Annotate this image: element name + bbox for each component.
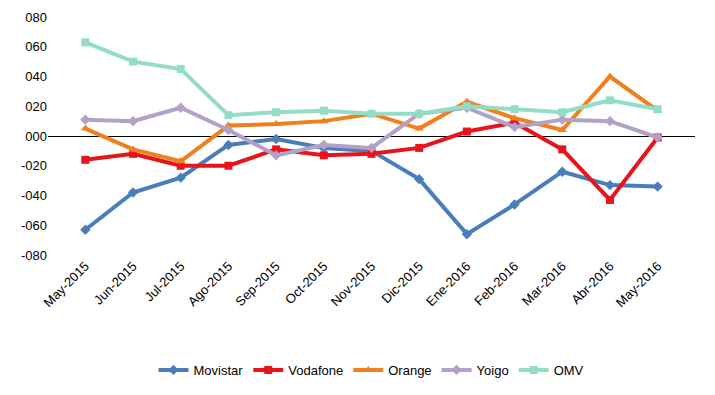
svg-text:-080: -080 bbox=[21, 248, 47, 263]
svg-text:-060: -060 bbox=[21, 218, 47, 233]
svg-text:Yoigo: Yoigo bbox=[477, 363, 509, 378]
svg-text:May-2015: May-2015 bbox=[41, 259, 92, 310]
svg-text:Abr-2016: Abr-2016 bbox=[568, 259, 616, 307]
svg-text:-020: -020 bbox=[21, 158, 47, 173]
svg-text:Nov-2015: Nov-2015 bbox=[328, 259, 378, 309]
svg-text:Dic-2015: Dic-2015 bbox=[379, 259, 426, 306]
svg-text:020: 020 bbox=[25, 99, 47, 114]
svg-text:OMV: OMV bbox=[554, 363, 584, 378]
svg-text:-040: -040 bbox=[21, 188, 47, 203]
svg-text:Movistar: Movistar bbox=[194, 363, 244, 378]
svg-text:Jun-2015: Jun-2015 bbox=[91, 259, 140, 308]
svg-text:040: 040 bbox=[25, 69, 47, 84]
svg-text:Ago-2015: Ago-2015 bbox=[185, 259, 235, 309]
svg-text:Feb-2016: Feb-2016 bbox=[471, 259, 521, 309]
svg-text:Oct-2015: Oct-2015 bbox=[282, 259, 330, 307]
svg-text:000: 000 bbox=[25, 129, 47, 144]
svg-text:Mar-2016: Mar-2016 bbox=[519, 259, 569, 309]
svg-text:Sep-2015: Sep-2015 bbox=[232, 259, 282, 309]
svg-text:060: 060 bbox=[25, 39, 47, 54]
svg-text:080: 080 bbox=[25, 10, 47, 25]
svg-text:Ene-2016: Ene-2016 bbox=[423, 259, 473, 309]
svg-text:Jul-2015: Jul-2015 bbox=[142, 259, 188, 305]
svg-text:Orange: Orange bbox=[388, 363, 431, 378]
svg-text:Vodafone: Vodafone bbox=[288, 363, 343, 378]
svg-text:May-2016: May-2016 bbox=[613, 259, 664, 310]
